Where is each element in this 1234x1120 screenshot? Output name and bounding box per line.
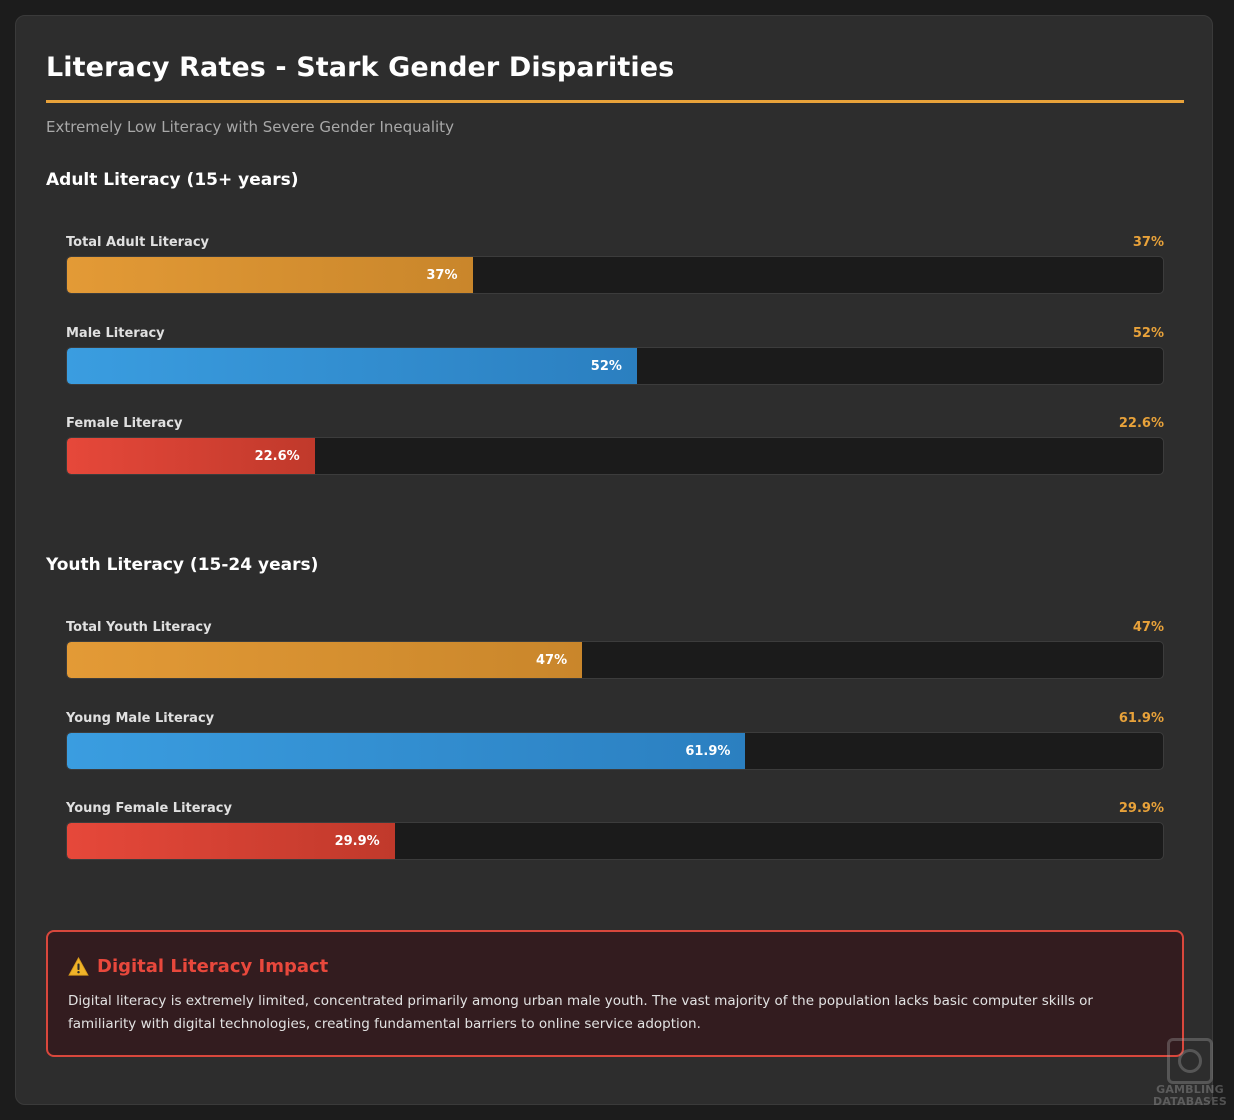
bar-label: Female Literacy	[66, 416, 183, 431]
watermark-chip-icon	[1167, 1038, 1213, 1084]
title-divider	[46, 100, 1184, 103]
watermark-line2: DATABASES	[1152, 1095, 1227, 1108]
bar-value-label: 47%	[1132, 620, 1164, 635]
bar-value-label: 29.9%	[1118, 801, 1164, 816]
bar-data-label: 29.9%	[334, 833, 380, 849]
watermark-logo: GAMBLING DATABASES	[1147, 1034, 1233, 1118]
bar-fill-female: 22.6%	[67, 438, 315, 474]
bar-value-label: 37%	[1132, 235, 1164, 250]
bar-fill-female: 29.9%	[67, 823, 395, 859]
warning-icon	[68, 957, 89, 976]
bar-fill-total: 37%	[67, 257, 473, 293]
bar-data-label: 52%	[590, 358, 622, 374]
bar-label: Total Adult Literacy	[66, 235, 209, 250]
literacy-card: Literacy Rates - Stark Gender Disparitie…	[15, 15, 1213, 1105]
page-title: Literacy Rates - Stark Gender Disparitie…	[46, 52, 675, 83]
bar-fill-male: 52%	[67, 348, 637, 384]
bar-data-label: 47%	[535, 652, 568, 668]
digital-literacy-alert: Digital Literacy Impact Digital literacy…	[46, 930, 1184, 1057]
bar-label: Male Literacy	[66, 326, 165, 341]
alert-title-text: Digital Literacy Impact	[97, 956, 329, 977]
bar-value-label: 61.9%	[1118, 711, 1164, 726]
alert-title: Digital Literacy Impact	[68, 956, 328, 977]
page-subtitle: Extremely Low Literacy with Severe Gende…	[46, 118, 454, 136]
bar-value-label: 22.6%	[1118, 416, 1164, 431]
bar-track: 37%	[66, 256, 1164, 294]
bar-fill-male: 61.9%	[67, 733, 746, 769]
bar-value-label: 52%	[1132, 326, 1164, 341]
watermark-line1: GAMBLING	[1156, 1083, 1224, 1096]
bar-data-label: 37%	[426, 267, 458, 283]
bar-data-label: 22.6%	[254, 448, 300, 464]
bar-label: Young Male Literacy	[66, 711, 215, 726]
adult-section-title: Adult Literacy (15+ years)	[46, 170, 299, 190]
bar-track: 29.9%	[66, 822, 1164, 860]
alert-body: Digital literacy is extremely limited, c…	[68, 993, 1093, 1032]
bar-track: 47%	[66, 641, 1164, 679]
bar-track: 52%	[66, 347, 1164, 385]
bar-track: 61.9%	[66, 732, 1164, 770]
bar-label: Young Female Literacy	[66, 801, 232, 816]
bar-track: 22.6%	[66, 437, 1164, 475]
bar-data-label: 61.9%	[685, 743, 731, 759]
bar-label: Total Youth Literacy	[66, 620, 212, 635]
bar-fill-total: 47%	[67, 642, 583, 678]
youth-section-title: Youth Literacy (15-24 years)	[46, 555, 319, 575]
